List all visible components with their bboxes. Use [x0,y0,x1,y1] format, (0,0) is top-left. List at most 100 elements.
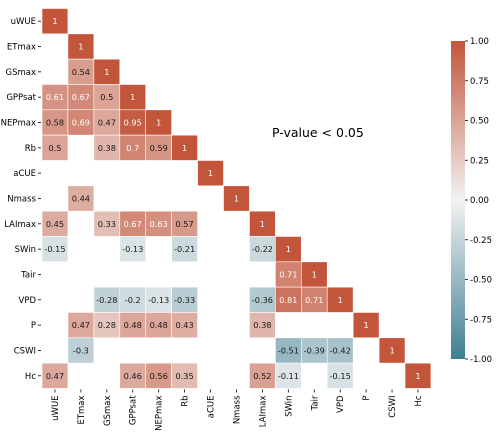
cell-value-label: 1 [338,295,343,305]
cell-value-label: 0.5 [100,92,113,102]
y-tick-label-LAImax: LAImax [4,220,36,230]
colorbar: 1.00 0.75 0.50 0.25 0.00 -0.25 -0.50 -0.75 -1.00 [451,37,492,365]
heatmap-cell-VPD-SWin [275,286,302,313]
cell-value-label: 1 [156,117,161,127]
cell-value-label: 0.67 [124,219,142,229]
cell-value-label: -0.13 [122,244,143,254]
y-tick-label-NEPmax: NEPmax [1,118,36,128]
cell-value-label: 1 [286,244,291,254]
y-tick-label-Nmass: Nmass [7,194,36,204]
heatmap-cell-VPD-VPD [326,286,354,313]
cell-value-label: 0.38 [98,143,116,153]
x-tick-label-Nmass: Nmass [232,395,242,424]
y-tick-label-aCUE: aCUE [13,169,36,179]
cell-value-label: -0.51 [278,345,299,355]
colorbar-tick-label: 0.00 [470,196,489,206]
heatmap-cell-LAImax-GSmax [93,210,121,237]
heatmap-cell-NEPmax-ETmax [67,109,95,136]
cell-value-label: -0.15 [330,371,351,381]
cell-value-label: 0.61 [46,92,64,102]
y-tick-label-Tair: Tair [20,270,36,280]
cell-value-label: 0.35 [175,371,193,381]
colorbar-tick-label: -0.25 [470,236,492,246]
cell-value-label: 0.43 [175,320,193,330]
cell-value-label: 0.59 [150,143,168,153]
heatmap-cell-P-ETmax [67,312,95,339]
heatmap-cell-P-LAImax [249,312,276,339]
heatmap-cell-uWUE-uWUE [41,8,69,35]
colorbar-tick-label: 0.25 [470,156,489,166]
cell-value-label: 0.52 [253,371,271,381]
x-tick-label-Rb: Rb [181,395,191,406]
cell-value-label: 0.58 [46,117,64,127]
heatmap-cell-ETmax-ETmax [67,33,95,60]
cell-value-label: -0.22 [252,244,273,254]
colorbar-tick-label: -1.00 [470,355,492,365]
x-tick-labels: uWUE ETmax GSmax GPPsat NEPmax Rb aCUE Nmass LAI… [51,389,424,431]
cell-value-label: 1 [182,143,187,153]
heatmap-cell-VPD-NEPmax [145,286,172,313]
heatmap-cell-Hc-VPD [326,362,354,389]
colorbar-tick-label: -0.50 [470,276,492,286]
cell-value-label: -0.42 [330,345,351,355]
y-tick-label-ETmax: ETmax [7,42,36,52]
colorbar-tick-label: 0.50 [470,117,489,127]
heatmap-cell-P-Rb [171,312,198,339]
cell-value-label: 0.67 [72,92,90,102]
cell-value-label: -0.36 [252,295,273,305]
cell-value-label: 1 [364,320,369,330]
y-tick-label-SWin: SWin [15,245,36,255]
significance-annotation: P-value < 0.05 [272,125,364,140]
cell-value-label: -0.39 [304,345,325,355]
cell-value-label: 0.81 [279,295,297,305]
cell-value-label: 0.48 [124,320,142,330]
y-tick-label-GPPsat: GPPsat [6,93,36,103]
cell-value-label: 0.71 [279,269,297,279]
heatmap-cell-CSWI-ETmax [67,337,95,364]
heatmap-cell-LAImax-LAImax [249,210,276,237]
y-tick-label-CSWI: CSWI [14,346,36,356]
heatmap-cell-SWin-GPPsat [119,236,147,263]
heatmap-cell-VPD-Tair [300,286,328,313]
heatmap-cell-Nmass-Nmass [223,185,250,212]
heatmap-cell-LAImax-NEPmax [145,210,172,237]
heatmap-cell-Hc-uWUE [41,362,69,389]
x-tick-label-uWUE: uWUE [51,395,61,420]
cell-value-label: 1 [312,269,317,279]
cell-value-label: 1 [415,371,420,381]
heatmap-cell-P-P [352,312,380,339]
x-tick-label-P: P [362,395,372,400]
heatmap-cell-Hc-NEPmax [145,362,172,389]
cell-value-label: -0.11 [278,371,299,381]
heatmap-cell-CSWI-CSWI [378,337,406,364]
cell-value-label: 0.57 [175,219,193,229]
heatmap-cell-LAImax-Rb [171,210,198,237]
cell-value-label: 0.7 [126,143,139,153]
x-tick-label-LAImax: LAImax [258,395,268,427]
colorbar-tick-label: -0.75 [470,315,492,325]
heatmap-cell-LAImax-uWUE [41,210,69,237]
heatmap-cell-CSWI-SWin [275,337,302,364]
heatmap-cell-aCUE-aCUE [197,160,224,187]
x-tick-label-Hc: Hc [414,395,424,406]
cell-value-label: 1 [130,92,135,102]
cell-value-label: 0.69 [72,117,90,127]
y-tick-label-P: P [31,321,36,331]
cell-value-label: 0.44 [72,193,90,203]
cell-value-label: -0.3 [73,345,89,355]
heatmap-cell-SWin-LAImax [249,236,276,263]
heatmap-cell-P-NEPmax [145,312,172,339]
heatmap-cell-Rb-uWUE [41,134,69,161]
x-tick-label-Tair: Tair [310,395,320,411]
cell-value-label: 1 [52,16,57,26]
heatmap-cell-NEPmax-GPPsat [119,109,147,136]
heatmap-cell-Rb-GPPsat [119,134,147,161]
cell-value-label: 1 [104,67,109,77]
cell-value-label: 0.48 [150,320,168,330]
heatmap-cell-Rb-NEPmax [145,134,172,161]
colorbar-tick-label: 1.00 [470,37,489,47]
heatmap-cells: 1 1 0.54 1 0.61 0.67 0.5 1 0.58 0.69 0.47 0.95 1 0.5 0… [41,8,432,389]
y-tick-label-GSmax: GSmax [5,68,36,78]
cell-value-label: 0.45 [46,219,64,229]
cell-value-label: 0.46 [124,371,142,381]
